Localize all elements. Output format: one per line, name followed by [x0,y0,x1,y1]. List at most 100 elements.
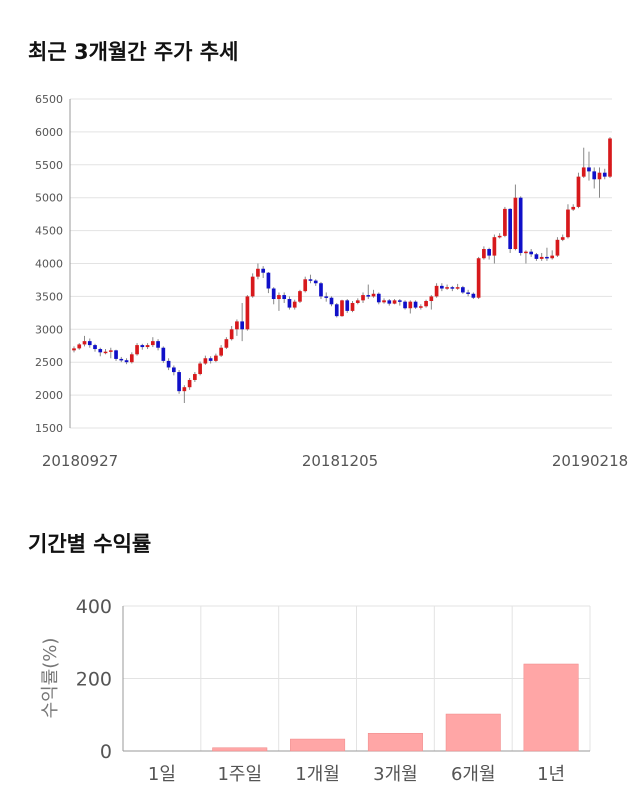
candle-body [513,197,518,250]
returns-y-tick-label: 0 [100,741,112,763]
candle-body [240,321,244,330]
candle-body [440,285,444,289]
candle-body [208,358,213,361]
candle-body [103,351,108,354]
candle-body [418,306,423,308]
candle-body [266,272,271,289]
candle-body [503,208,507,236]
candle-body [518,197,523,253]
price-x-axis: 20180927 20181205 20190218 [42,452,628,470]
candle-body [445,287,449,289]
candle-body [77,344,82,349]
candle-body [413,301,418,308]
price-y-tick-label: 3000 [35,323,63,336]
candle-body [245,296,250,330]
price-y-tick-label: 6500 [35,93,63,106]
candle-body [371,293,376,297]
candle-body [140,345,145,348]
candle-body [298,291,302,302]
candle-body [587,167,591,172]
candle-body [461,287,465,293]
candle-body [277,295,281,300]
candle-body [408,301,413,309]
returns-bar [212,747,268,752]
candle-body [376,293,381,303]
returns-y-axis-label: 수익률(%) [40,638,61,719]
candle-body [193,374,197,380]
candle-body [487,249,491,256]
candle-body [282,295,287,300]
returns-bar-chart: 0 200 400 1일 1주일 1개월 3개월 6개월 1년 수익률(%) [40,596,591,785]
candle-body [119,358,124,361]
candle-body [156,341,160,348]
candle-body [182,387,187,392]
returns-category-label: 1일 [148,764,176,785]
returns-category-label: 1개월 [295,764,340,785]
candle-body [497,235,502,238]
candle-body [550,255,555,259]
candle-body [313,280,318,284]
candle-body [403,301,407,309]
candle-body [508,208,512,250]
returns-bar [367,732,423,752]
candle-body [203,358,208,364]
price-grid [69,98,612,429]
candle-body [271,288,276,300]
candle-body [161,347,166,361]
candle-body [87,341,92,346]
candle-body [329,297,334,305]
candle-body [108,350,113,352]
candle-body [387,300,392,304]
returns-bar [523,663,579,752]
candle-body [334,304,339,317]
candle-body [82,341,87,345]
candle-body [250,276,255,297]
candle-body [98,349,103,353]
candle-body [361,295,365,301]
candle-body [450,287,455,289]
candle-body [287,299,292,308]
candle-body [303,279,308,292]
price-y-tick-label: 4000 [35,258,63,271]
candle-body [177,372,181,392]
candle-body [471,293,476,298]
candle-body [172,367,176,373]
candle-body [571,206,576,210]
candle-body [350,302,355,311]
candle-body [129,354,134,363]
candle-body [198,363,202,375]
candle-body [492,237,497,256]
candle-body [219,347,223,356]
returns-grid [122,605,591,752]
returns-category-label: 3개월 [373,764,418,785]
candle-body [150,341,155,346]
price-trend-title: 최근 3개월간 주가 추세 [28,40,239,64]
price-y-tick-label: 5000 [35,192,63,205]
candle-body [555,239,560,256]
candlestick-chart: 1500 2000 2500 3000 3500 4000 4500 5000 5500 6000… [35,93,628,470]
returns-title: 기간별 수익률 [28,532,152,556]
returns-category-label: 1년 [537,764,565,785]
candle-body [355,300,360,303]
returns-bar [445,713,501,752]
candle-body [424,301,428,307]
candle-body [256,268,260,277]
candle-body [397,300,402,302]
candle-body [539,256,544,259]
candle-body [224,339,229,348]
candle-body [319,283,323,297]
candle-body [366,295,371,297]
price-y-tick-label: 3500 [35,290,63,303]
returns-y-tick-label: 200 [76,669,112,691]
candle-body [166,360,171,368]
candle-body [534,254,539,259]
returns-bar [290,738,346,752]
candle-body [597,172,602,180]
candle-body [608,138,612,177]
price-y-tick-label: 5500 [35,159,63,172]
price-y-tick-label: 1500 [35,422,63,435]
price-date-label: 20180927 [42,452,118,470]
returns-x-axis: 1일 1주일 1개월 3개월 6개월 1년 [148,764,565,785]
price-y-tick-label: 6000 [35,126,63,139]
candle-body [135,345,139,355]
